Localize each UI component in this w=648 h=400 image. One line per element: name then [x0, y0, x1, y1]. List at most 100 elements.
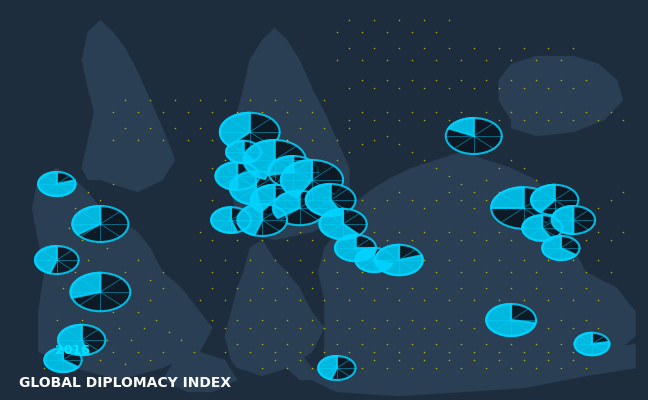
- Wedge shape: [226, 141, 254, 163]
- Point: [518, 45, 529, 51]
- Point: [257, 137, 268, 143]
- Point: [71, 269, 81, 275]
- Point: [108, 285, 118, 291]
- Circle shape: [251, 185, 298, 215]
- Point: [431, 197, 441, 203]
- Point: [282, 365, 292, 371]
- Circle shape: [491, 187, 556, 229]
- Circle shape: [44, 348, 82, 372]
- Point: [369, 349, 379, 355]
- Point: [307, 269, 317, 275]
- Point: [257, 317, 268, 323]
- Point: [332, 157, 342, 163]
- Point: [494, 349, 504, 355]
- Point: [369, 85, 379, 91]
- Point: [294, 349, 305, 355]
- Point: [164, 329, 174, 335]
- Point: [369, 137, 379, 143]
- Point: [568, 349, 579, 355]
- Point: [456, 181, 467, 187]
- Point: [207, 137, 218, 143]
- Point: [593, 325, 603, 331]
- Point: [319, 325, 330, 331]
- Point: [344, 85, 354, 91]
- Point: [282, 285, 292, 291]
- Circle shape: [335, 235, 376, 261]
- Point: [431, 365, 441, 371]
- Point: [176, 337, 187, 343]
- Point: [64, 325, 75, 331]
- Point: [469, 189, 479, 195]
- Point: [394, 141, 404, 147]
- Point: [319, 125, 330, 131]
- Point: [58, 257, 68, 263]
- Point: [45, 349, 56, 355]
- Circle shape: [531, 185, 578, 215]
- Point: [270, 229, 280, 235]
- Point: [207, 317, 218, 323]
- Point: [444, 17, 454, 23]
- Point: [494, 257, 504, 263]
- Point: [456, 341, 467, 347]
- Point: [145, 357, 156, 363]
- Point: [257, 237, 268, 243]
- Point: [145, 297, 156, 303]
- Point: [344, 229, 354, 235]
- Point: [145, 97, 156, 103]
- Point: [244, 229, 255, 235]
- Point: [556, 77, 566, 83]
- Point: [108, 137, 118, 143]
- Point: [431, 237, 441, 243]
- Point: [469, 85, 479, 91]
- Point: [220, 125, 230, 131]
- Point: [481, 197, 491, 203]
- Point: [195, 97, 205, 103]
- Point: [568, 325, 579, 331]
- Point: [257, 109, 268, 115]
- Point: [531, 177, 541, 183]
- Point: [307, 365, 317, 371]
- Point: [556, 285, 566, 291]
- Point: [294, 97, 305, 103]
- Point: [394, 257, 404, 263]
- Point: [89, 329, 99, 335]
- Point: [531, 237, 541, 243]
- Point: [126, 337, 137, 343]
- Circle shape: [216, 162, 259, 190]
- Point: [332, 285, 342, 291]
- Point: [282, 269, 292, 275]
- Point: [270, 205, 280, 211]
- Point: [605, 269, 616, 275]
- Point: [543, 297, 553, 303]
- Wedge shape: [375, 245, 422, 275]
- Point: [556, 341, 566, 347]
- Point: [543, 325, 553, 331]
- Point: [244, 125, 255, 131]
- Point: [394, 45, 404, 51]
- Point: [556, 109, 566, 115]
- Point: [382, 285, 392, 291]
- Point: [58, 285, 68, 291]
- Point: [157, 109, 168, 115]
- Point: [332, 269, 342, 275]
- Point: [157, 137, 168, 143]
- Point: [506, 285, 516, 291]
- Polygon shape: [32, 168, 213, 380]
- Wedge shape: [575, 333, 609, 355]
- Point: [257, 365, 268, 371]
- Point: [270, 325, 280, 331]
- Point: [244, 97, 255, 103]
- Point: [394, 85, 404, 91]
- Circle shape: [281, 160, 343, 200]
- Point: [220, 257, 230, 263]
- Point: [356, 237, 367, 243]
- Point: [382, 197, 392, 203]
- Point: [282, 341, 292, 347]
- Point: [83, 349, 93, 355]
- Point: [319, 257, 330, 263]
- Point: [270, 357, 280, 363]
- Point: [581, 341, 591, 347]
- Point: [145, 125, 156, 131]
- Point: [195, 125, 205, 131]
- Point: [494, 85, 504, 91]
